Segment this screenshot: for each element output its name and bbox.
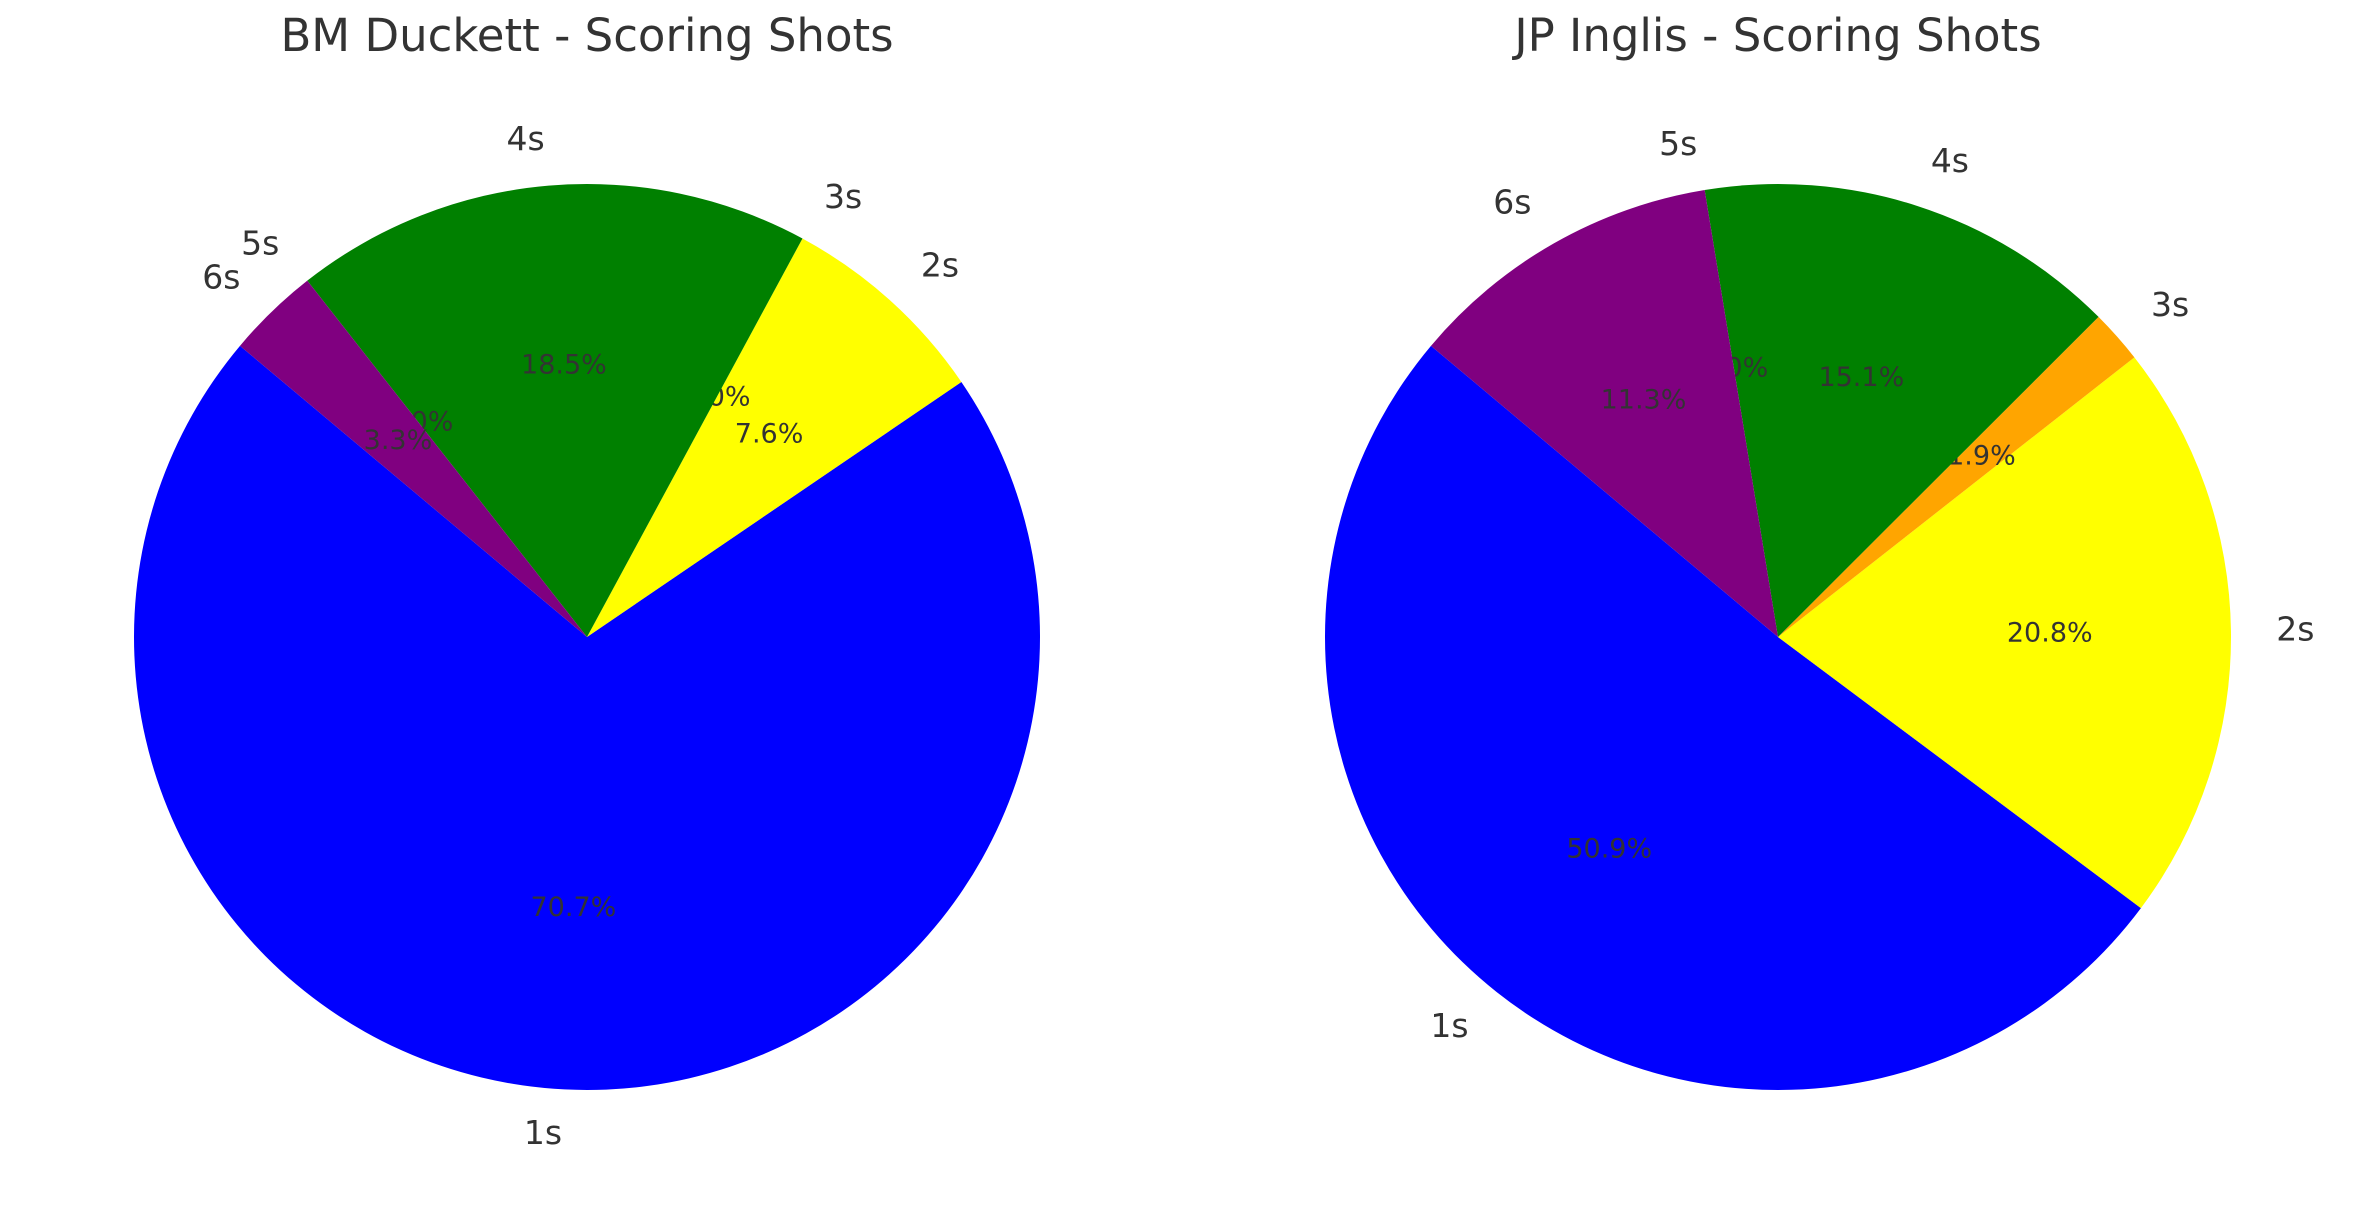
percent-label: 70.7%: [531, 892, 617, 923]
slice-label: 1s: [1430, 1006, 1468, 1045]
pie-slice: [1704, 183, 2099, 637]
pie-slice: [1778, 357, 2231, 909]
slice-label: 3s: [2151, 285, 2189, 324]
pie-slice: [1325, 345, 2141, 1090]
pie-slice: [587, 238, 962, 637]
slice-label: 6s: [1493, 182, 1531, 221]
pie-slice: [1778, 316, 2135, 637]
slice-label: 2s: [2276, 610, 2314, 649]
percent-label: 50.9%: [1566, 834, 1652, 865]
slice-label: 1s: [524, 1113, 562, 1152]
slice-label: 6s: [202, 257, 240, 296]
percent-label: 20.8%: [2007, 617, 2093, 648]
slice-label: 4s: [507, 119, 545, 158]
chart-title: JP Inglis - Scoring Shots: [1511, 9, 2041, 62]
percent-label: 18.5%: [521, 350, 607, 381]
slice-label: 5s: [1659, 124, 1697, 163]
percent-label: 3.3%: [364, 425, 433, 456]
pie-slice: [1430, 189, 1778, 638]
slice-label: 2s: [921, 246, 959, 285]
pie-slice: [133, 345, 1040, 1090]
pie-slice: [239, 280, 587, 637]
percent-label: 15.1%: [1818, 362, 1904, 393]
chart-title: BM Duckett - Scoring Shots: [280, 9, 893, 62]
slice-label: 5s: [241, 224, 279, 263]
pie-slice: [307, 184, 803, 637]
slice-label: 3s: [824, 177, 862, 216]
percent-label: 11.3%: [1601, 384, 1687, 415]
slice-label: 4s: [1931, 141, 1969, 180]
percent-label: 7.6%: [735, 419, 804, 450]
